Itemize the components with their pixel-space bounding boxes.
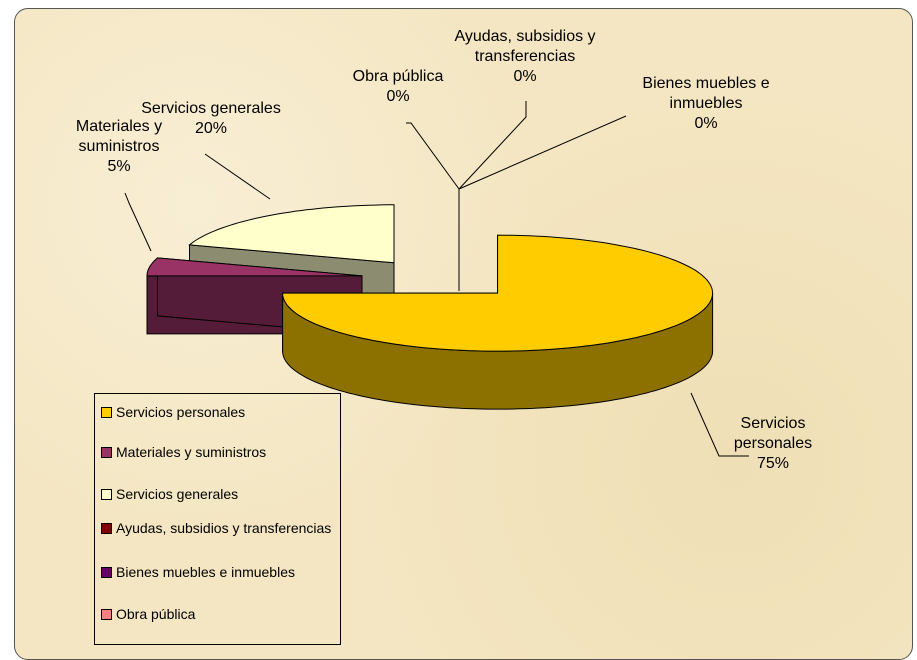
label-value: 75% [756,455,790,472]
slice-top [282,234,714,352]
label-name: Servicios generales [141,100,281,117]
legend-label: Bienes muebles e inmuebles [116,564,295,580]
legend-swatch [101,567,112,578]
leader-line [124,192,152,252]
chart: Servicios personales Materiales y suminis… [14,8,913,660]
legend-label: Obra pública [116,606,196,622]
label-name: Bienes muebles e inmuebles [642,75,770,112]
legend: Servicios personales Materiales y suminis… [94,393,341,645]
legend-swatch [101,489,112,500]
label-value: 0% [694,115,718,132]
legend-label: Servicios personales [116,404,246,420]
leader-line [458,101,527,190]
label-value: 5% [107,158,131,175]
legend-item: Servicios generales [101,486,337,502]
slice-top [146,257,363,277]
leader-line [204,153,271,200]
data-label: Servicios personales 75% [718,414,828,474]
leader-line [690,392,749,457]
legend-swatch [101,609,112,620]
label-value: 20% [194,120,228,137]
data-label: Obra pública 0% [338,67,458,107]
leader-line [458,115,627,190]
label-name: Ayudas, subsidios y transferencias [454,28,596,65]
legend-swatch [101,523,112,534]
legend-item: Ayudas, subsidios y transferencias [101,520,337,536]
data-label: Ayudas, subsidios y transferencias 0% [430,27,620,87]
label-value: 0% [513,68,537,85]
legend-item: Bienes muebles e inmuebles [101,564,337,580]
label-name: Servicios personales [733,415,813,452]
legend-label: Servicios generales [116,486,239,502]
data-label: Servicios generales 20% [111,99,311,139]
legend-label: Ayudas, subsidios y transferencias [116,520,332,536]
legend-item: Servicios personales [101,404,337,420]
data-label: Materiales y suministros 5% [64,117,174,177]
pie-area [124,101,749,457]
slice-top [188,204,395,264]
legend-label: Materiales y suministros [116,444,267,460]
legend-item: Obra pública [101,606,337,622]
label-name: Obra pública [352,68,444,85]
label-name: Materiales y suministros [75,118,163,155]
label-value: 0% [386,88,410,105]
legend-swatch [101,407,112,418]
pie-slice [282,234,714,410]
legend-item: Materiales y suministros [101,444,337,460]
leader-line [406,122,460,291]
legend-swatch [101,447,112,458]
data-label: Bienes muebles e inmuebles 0% [621,74,791,134]
